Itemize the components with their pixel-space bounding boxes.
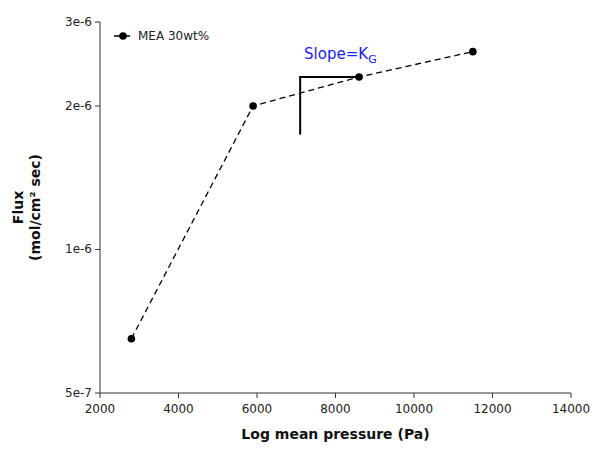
chart: 2000 4000 6000 8000 10000 12000 14000 5e-7 1e-6 2…	[0, 0, 599, 455]
y-tick-label: 5e-7	[65, 386, 92, 400]
y-tick-label: 3e-6	[65, 15, 92, 29]
point	[128, 335, 136, 343]
legend-marker	[119, 32, 127, 40]
annotation-text: Slope=K	[304, 45, 369, 63]
y-tick	[95, 249, 100, 250]
slope-line	[299, 77, 301, 134]
slope-line	[300, 76, 359, 78]
x-tick-label: 8000	[320, 402, 351, 416]
y-axis-label: Flux(mol/cm² sec)	[10, 154, 43, 261]
x-tick	[492, 393, 493, 398]
axes: 2000 4000 6000 8000 10000 12000 14000 5e-7 1e-6 2…	[65, 15, 590, 416]
x-tick-label: 12000	[473, 402, 511, 416]
x-tick	[414, 393, 415, 398]
x-axis-label: Log mean pressure (Pa)	[241, 426, 429, 442]
x-tick-label: 2000	[85, 402, 116, 416]
y-tick-label: 2e-6	[65, 99, 92, 113]
point	[249, 102, 257, 110]
legend-label: MEA 30wt%	[138, 29, 209, 43]
y-axis-line	[100, 22, 101, 393]
legend: MEA 30wt%	[114, 29, 209, 43]
x-tick-label: 6000	[242, 402, 273, 416]
annotation-subscript: G	[368, 53, 377, 66]
x-tick	[178, 393, 179, 398]
series-line	[131, 52, 472, 339]
y-tick-label: 1e-6	[65, 242, 92, 256]
y-tick	[95, 22, 100, 23]
y-tick	[95, 393, 100, 394]
x-tick-label: 14000	[552, 402, 590, 416]
x-tick-label: 10000	[395, 402, 433, 416]
x-tick	[100, 393, 101, 398]
y-tick	[95, 105, 100, 106]
x-tick	[257, 393, 258, 398]
plot-area	[128, 48, 477, 343]
annotation: Slope=KG	[304, 45, 377, 66]
x-tick	[571, 393, 572, 398]
point	[469, 48, 477, 56]
x-tick	[335, 393, 336, 398]
x-tick-label: 4000	[163, 402, 194, 416]
